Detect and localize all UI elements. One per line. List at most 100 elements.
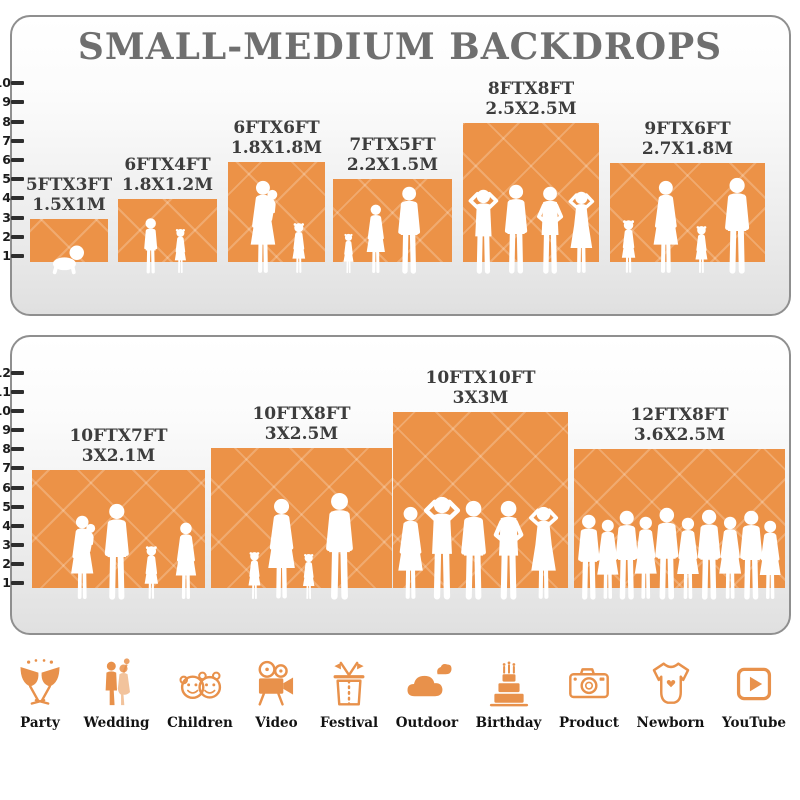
- children-icon: [174, 658, 226, 710]
- backdrop-size-m: 2.2X1.5M: [346, 155, 439, 175]
- silhouette-woman: [595, 517, 621, 599]
- backdrop-size-label: 6FTX6FT 1.8X1.8M: [231, 118, 322, 158]
- people-silhouettes: [143, 216, 187, 274]
- backdrop-size-label: 7FTX5FT 2.2X1.5M: [347, 135, 438, 175]
- ruler-number: 9: [2, 422, 11, 438]
- backdrop-size-ft: 10FTX7FT: [69, 426, 168, 446]
- ruler-number: 8: [2, 113, 11, 129]
- category-label: Wedding: [83, 715, 150, 731]
- category-label: Birthday: [475, 715, 542, 731]
- ruler-number: 1: [2, 575, 11, 590]
- silhouette-man-up: [426, 497, 458, 596]
- ruler-number: 12: [0, 364, 11, 380]
- category-item-video: Video: [250, 658, 302, 731]
- silhouette-man: [658, 508, 677, 597]
- ruler-number: 2: [2, 228, 11, 244]
- ruler-number: 5: [2, 171, 11, 187]
- people-silhouettes: [463, 109, 595, 274]
- backdrop-size-m: 3X3M: [452, 388, 509, 408]
- silhouette-girl: [291, 222, 307, 273]
- category-item-children: Children: [167, 658, 233, 731]
- ruler-number: 3: [2, 536, 11, 552]
- backdrop-size-ft: 9FTX6FT: [644, 119, 731, 139]
- party-icon: [14, 658, 66, 710]
- category-item-party: Party: [14, 658, 66, 731]
- backdrop-size-ft: 6FTX6FT: [233, 118, 320, 138]
- category-label: Children: [167, 715, 233, 731]
- backdrop-size-ft: 8FTX8FT: [487, 79, 575, 99]
- silhouette-woman: [365, 203, 387, 274]
- ruler-tick: [11, 234, 24, 239]
- birthday-icon: [483, 658, 535, 710]
- ruler-number: 4: [2, 517, 11, 533]
- silhouette-woman: [675, 515, 701, 599]
- silhouette-woman: [654, 181, 679, 271]
- category-label: Product: [558, 715, 619, 731]
- backdrop-size-m: 1.5X1M: [32, 195, 106, 215]
- backdrop-size-ft: 6FTX4FT: [124, 155, 211, 175]
- silhouette-man: [329, 493, 351, 596]
- ruler-tick: [11, 447, 24, 452]
- backdrop-size-label: 5FTX3FT 1.5X1M: [26, 175, 112, 215]
- backdrop-size-m: 1.8X1.8M: [230, 138, 323, 158]
- people-silhouettes: [247, 434, 392, 600]
- silhouette-woman: [758, 518, 783, 599]
- backdrop-size-m: 3X2.1M: [81, 446, 156, 466]
- silhouette-man: [107, 504, 126, 597]
- ruler-number: 6: [2, 152, 11, 167]
- ruler-tick: [11, 254, 24, 258]
- backdrop-size-ft: 7FTX5FT: [349, 135, 436, 155]
- backdrop-canvas: [333, 179, 452, 262]
- backdrop-size-label: 8FTX8FT 2.5X2.5M: [485, 79, 576, 119]
- ruler-tick: [11, 466, 24, 471]
- category-label: Outdoor: [395, 715, 459, 731]
- silhouette-woman: [268, 499, 295, 596]
- silhouette-man: [400, 187, 418, 271]
- newborn-icon: [645, 658, 697, 710]
- category-item-festival: Festival: [320, 658, 378, 731]
- ruler-number: 4: [2, 190, 11, 206]
- category-item-newborn: Newborn: [637, 658, 704, 731]
- silhouette-girl: [143, 545, 160, 599]
- ruler-number: 7: [2, 132, 11, 148]
- ruler-tick: [11, 390, 24, 394]
- ruler-number: 7: [2, 460, 11, 476]
- backdrop-size-label: 12FTX8FT 3.6X2.5M: [630, 405, 728, 445]
- category-item-wedding: Wedding: [84, 658, 150, 731]
- category-item-product: Product: [559, 658, 619, 731]
- ruler-number: 2: [2, 555, 11, 571]
- ruler-number: 10: [0, 75, 11, 91]
- silhouette-man-hips: [496, 501, 521, 597]
- silhouette-girl: [247, 551, 262, 600]
- ruler-tick: [11, 485, 24, 490]
- backdrop-canvas: [228, 162, 325, 262]
- category-label: Party: [20, 715, 60, 731]
- silhouette-girl: [620, 219, 637, 273]
- silhouette-girl: [302, 553, 316, 600]
- ruler-number: 10: [0, 403, 11, 419]
- people-silhouettes: [393, 398, 568, 600]
- category-label: Video: [255, 715, 298, 731]
- backdrop-canvas: [211, 448, 392, 588]
- ruler-tick: [11, 177, 24, 182]
- ruler-tick: [11, 138, 24, 143]
- backdrop-size-m: 3.6X2.5M: [633, 425, 726, 445]
- ruler-tick: [11, 561, 24, 566]
- silhouette-girl: [694, 225, 709, 274]
- category-label: Festival: [320, 715, 379, 731]
- silhouette-man: [618, 511, 636, 597]
- ruler-tick: [11, 196, 24, 201]
- outdoor-icon: [401, 658, 453, 710]
- backdrop-size-label: 10FTX10FT 3X3M: [426, 368, 536, 408]
- festival-icon: [323, 658, 375, 710]
- silhouette-man: [464, 501, 484, 597]
- silhouette-woman-child: [251, 181, 278, 271]
- video-icon: [250, 658, 302, 710]
- silhouette-girl: [173, 228, 187, 274]
- ruler-number: 3: [2, 209, 11, 225]
- silhouette-woman: [398, 507, 423, 597]
- page-title: SMALL-MEDIUM BACKDROPS: [77, 26, 723, 68]
- silhouette-man-up: [470, 190, 496, 271]
- ruler-number: 1: [2, 248, 11, 263]
- backdrop-size-label: 6FTX4FT 1.8X1.2M: [122, 155, 213, 195]
